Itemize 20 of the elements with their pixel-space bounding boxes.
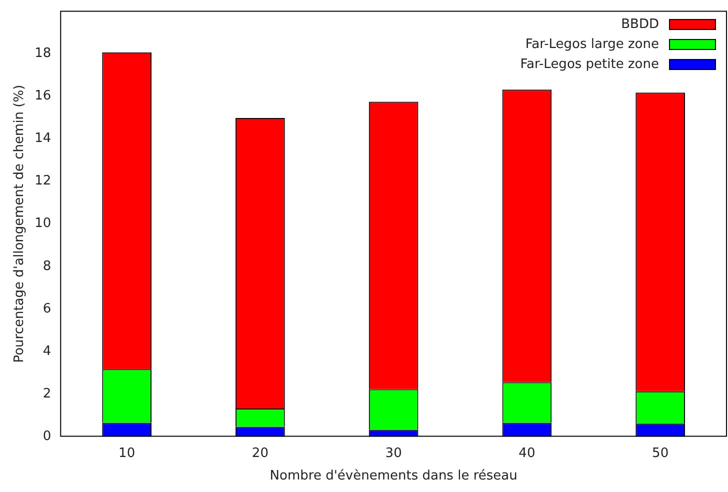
legend-label: Far-Legos large zone <box>525 36 659 52</box>
y-tick-label: 0 <box>42 429 52 444</box>
y-tick-label: 12 <box>34 174 52 189</box>
legend-label: Far-Legos petite zone <box>520 56 659 72</box>
y-tick-label: 4 <box>42 344 52 359</box>
legend-label: BBDD <box>621 16 659 32</box>
x-tick-label: 30 <box>385 446 402 461</box>
y-tick-label: 6 <box>42 301 52 316</box>
y-axis-title: Pourcentage d'allongement de chemin (%) <box>12 84 28 363</box>
x-tick-label: 40 <box>518 446 536 461</box>
y-tick-label: 16 <box>34 88 52 104</box>
x-tick-label: 20 <box>252 446 268 461</box>
x-axis-title: Nombre d'évènements dans le réseau <box>270 468 518 484</box>
y-tick-label: 2 <box>42 386 52 402</box>
y-tick-label: 14 <box>34 130 52 146</box>
y-tick-label: 8 <box>42 258 52 274</box>
x-tick-label: 50 <box>652 446 669 461</box>
y-tick-label: 10 <box>34 216 52 232</box>
y-tick-label: 18 <box>34 46 52 61</box>
x-tick-label: 10 <box>118 446 136 461</box>
